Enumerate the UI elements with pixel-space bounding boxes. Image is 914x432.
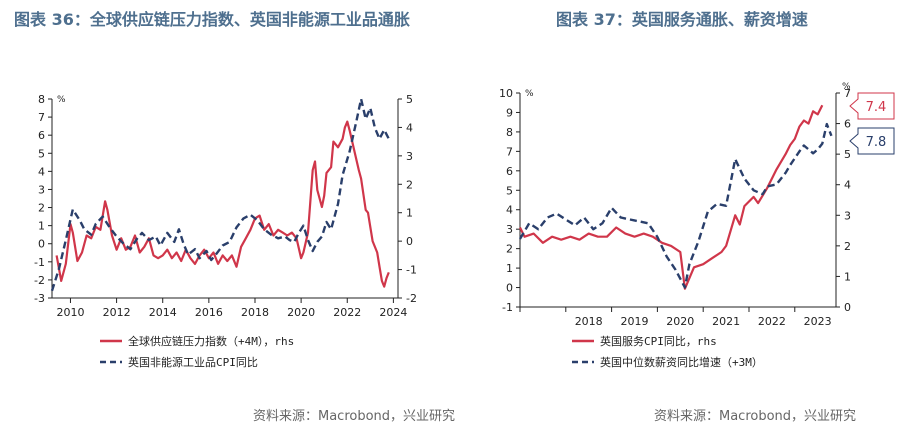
y-tick-label-left: 6 bbox=[506, 165, 513, 178]
x-tick-label: 2012 bbox=[103, 306, 131, 319]
y-tick-label-left: 4 bbox=[38, 165, 45, 178]
x-tick-label: 2023 bbox=[804, 315, 832, 328]
y-tick-label-left: 4 bbox=[506, 204, 513, 217]
y-tick-label-left: 1 bbox=[506, 262, 513, 275]
y-tick-label-left: 5 bbox=[38, 147, 45, 160]
x-tick-label: 2010 bbox=[56, 306, 84, 319]
x-tick-label: 2014 bbox=[149, 306, 177, 319]
x-tick-label: 2022 bbox=[758, 315, 786, 328]
y-tick-label-left: 3 bbox=[38, 183, 45, 196]
y-tick-label-left: 2 bbox=[38, 202, 45, 215]
y-tick-label-left: 8 bbox=[506, 126, 513, 139]
y-tick-label-left: 5 bbox=[506, 184, 513, 197]
y-tick-label-right: -2 bbox=[406, 292, 417, 305]
y-tick-label-left: 7 bbox=[506, 145, 513, 158]
y-tick-label-left: 3 bbox=[506, 223, 513, 236]
unit-label-right: % bbox=[842, 82, 851, 92]
source-note-left: 资料来源：Macrobond，兴业研究 bbox=[253, 409, 456, 424]
x-tick-label: 2019 bbox=[620, 315, 648, 328]
series-line-solid bbox=[519, 104, 824, 290]
y-tick-label-left: -3 bbox=[34, 292, 45, 305]
source-note-right: 资料来源：Macrobond，兴业研究 bbox=[654, 409, 857, 424]
legend-label: 英国服务CPI同比，rhs bbox=[600, 334, 717, 348]
y-tick-label-right: 5 bbox=[844, 148, 851, 161]
callout-label: 7.4 bbox=[866, 100, 887, 115]
y-tick-label-left: 0 bbox=[506, 282, 513, 295]
callout-box bbox=[849, 92, 895, 120]
callout-label: 7.8 bbox=[866, 135, 887, 150]
x-tick-label: 2022 bbox=[333, 306, 361, 319]
y-tick-label-left: 8 bbox=[38, 93, 45, 106]
y-tick-label-left: 10 bbox=[499, 87, 513, 100]
y-tick-label-right: 7 bbox=[844, 87, 851, 100]
y-tick-label-right: 6 bbox=[844, 118, 851, 131]
y-tick-label-right: 3 bbox=[406, 150, 413, 163]
series-line-dashed bbox=[50, 97, 390, 292]
y-tick-label-right: 2 bbox=[406, 178, 413, 191]
y-tick-label-right: 0 bbox=[406, 235, 413, 248]
x-tick-label: 2021 bbox=[712, 315, 740, 328]
chart-left: -3 -2 -1 0 1 2 3 4 5 6 7 8 -2 -1 0 1 2 3 4 5% 2010 2012 2014 20… bbox=[34, 93, 417, 369]
unit-label-left: % bbox=[525, 89, 534, 99]
y-tick-label-right: 2 bbox=[844, 240, 851, 253]
y-tick-label-left: -1 bbox=[34, 256, 45, 269]
chart-title-left: 图表 36：全球供应链压力指数、英国非能源工业品通胀 bbox=[14, 10, 410, 29]
y-tick-label-right: 4 bbox=[406, 121, 413, 134]
y-tick-label-right: 5 bbox=[406, 93, 413, 106]
y-tick-label-left: -1 bbox=[502, 301, 513, 314]
y-tick-label-left: 6 bbox=[38, 129, 45, 142]
y-tick-label-right: 1 bbox=[844, 270, 851, 283]
y-tick-label-right: 3 bbox=[844, 209, 851, 222]
y-tick-label-left: 0 bbox=[38, 238, 45, 251]
y-tick-label-right: 1 bbox=[406, 207, 413, 220]
y-tick-label-left: 7 bbox=[38, 111, 45, 124]
y-tick-label-right: 4 bbox=[844, 179, 851, 192]
x-tick-label: 2024 bbox=[379, 306, 407, 319]
y-tick-label-right: 0 bbox=[844, 301, 851, 314]
series-line-dashed bbox=[518, 122, 833, 289]
x-tick-label: 2018 bbox=[575, 315, 603, 328]
x-tick-label: 2020 bbox=[287, 306, 315, 319]
chart-right: -1 0 1 2 3 4 5 6 7 8 9 10 0 1 2 3 4 5 6 7%% 2018 2019 2020 2021… bbox=[499, 82, 895, 369]
y-tick-label-left: 2 bbox=[506, 243, 513, 256]
unit-label-left: % bbox=[57, 95, 66, 105]
y-tick-label-left: -2 bbox=[34, 274, 45, 287]
y-tick-label-left: 1 bbox=[38, 220, 45, 233]
callout-box bbox=[849, 127, 895, 155]
legend-label: 英国非能源工业品CPI同比 bbox=[128, 355, 258, 369]
y-tick-label-right: -1 bbox=[406, 264, 417, 277]
x-tick-label: 2020 bbox=[666, 315, 694, 328]
legend-label: 全球供应链压力指数（+4M），rhs bbox=[128, 334, 294, 348]
x-tick-label: 2016 bbox=[195, 306, 223, 319]
series-line-solid bbox=[55, 120, 390, 288]
legend-label: 英国中位数薪资同比增速（+3M） bbox=[600, 355, 763, 369]
chart-title-right: 图表 37：英国服务通胀、薪资增速 bbox=[556, 10, 808, 29]
y-tick-label-left: 9 bbox=[506, 106, 513, 119]
x-tick-label: 2018 bbox=[241, 306, 269, 319]
